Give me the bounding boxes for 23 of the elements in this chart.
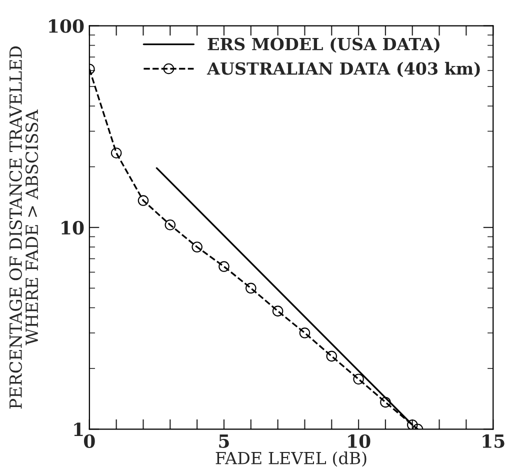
- point: [353, 374, 364, 385]
- x-axis-title: FADE LEVEL (dB): [216, 451, 366, 467]
- x-tick-label: 5: [219, 434, 229, 448]
- point: [406, 419, 418, 430]
- point: [218, 261, 230, 272]
- point: [110, 148, 122, 158]
- point: [164, 219, 176, 230]
- y-tick-label: 10: [62, 220, 84, 235]
- y-tick-label: 1: [74, 422, 83, 436]
- point: [246, 282, 256, 294]
- x-tick-label: 15: [482, 434, 504, 448]
- point: [138, 195, 149, 206]
- legend-label: ERS MODEL (USA DATA): [208, 37, 440, 53]
- point: [299, 328, 310, 338]
- legend-label: AUSTRALIAN DATA (403 km): [206, 62, 480, 78]
- point: [192, 242, 202, 252]
- y-axis-title: PERCENTAGE OF DISTANCE TRAVELLED WHERE FADE > ABSCISSA: [9, 46, 38, 409]
- point: [380, 396, 391, 408]
- x-tick-label: 0: [84, 434, 95, 448]
- point: [272, 306, 284, 316]
- x-tick-label: 10: [348, 434, 370, 448]
- point: [326, 350, 338, 362]
- y-tick-label: 100: [49, 19, 84, 33]
